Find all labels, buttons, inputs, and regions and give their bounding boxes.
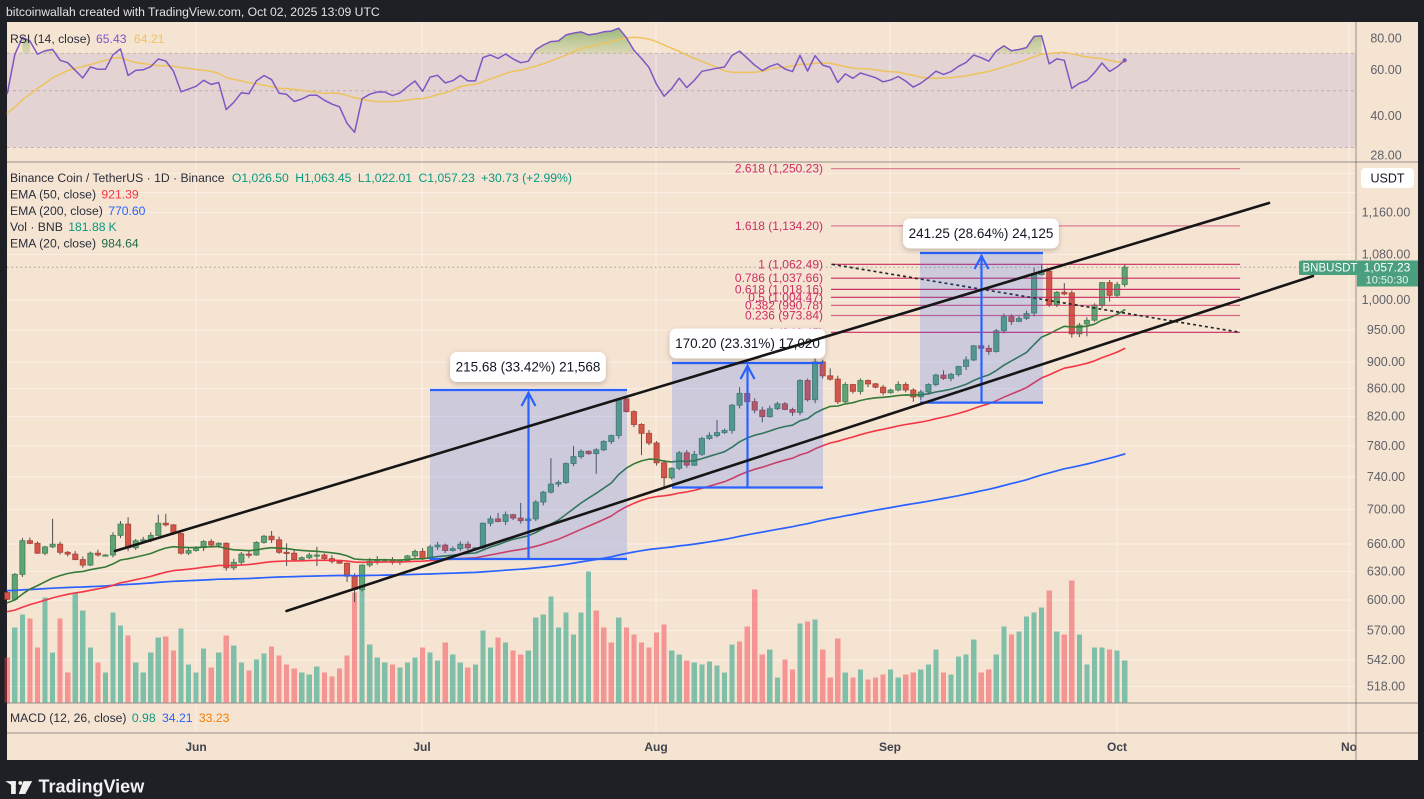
svg-text:820.00: 820.00 (1367, 410, 1405, 424)
svg-text:860.00: 860.00 (1367, 382, 1405, 396)
svg-text:660.00: 660.00 (1367, 537, 1405, 551)
svg-text:80.00: 80.00 (1370, 32, 1401, 46)
svg-text:BNBUSDT: BNBUSDT (1303, 263, 1358, 275)
svg-text:1 (1,062.49): 1 (1,062.49) (758, 257, 823, 271)
svg-text:241.25 (28.64%) 24,125: 241.25 (28.64%) 24,125 (909, 226, 1054, 241)
svg-text:EMA (50, close) 921.39: EMA (50, close) 921.39 (10, 188, 139, 202)
svg-text:1,080.00: 1,080.00 (1362, 248, 1411, 262)
svg-text:600.00: 600.00 (1367, 593, 1405, 607)
svg-text:1,160.00: 1,160.00 (1362, 206, 1411, 220)
svg-text:Oct: Oct (1107, 740, 1127, 754)
svg-text:Binance Coin / TetherUS · 1D ·: Binance Coin / TetherUS · 1D · Binance O… (10, 171, 572, 185)
svg-text:Jun: Jun (185, 740, 206, 754)
svg-text:1.618 (1,134.20): 1.618 (1,134.20) (735, 219, 823, 233)
svg-text:No: No (1341, 740, 1357, 754)
svg-text:2.618 (1,250.23): 2.618 (1,250.23) (735, 162, 823, 176)
svg-text:1,057.23: 1,057.23 (1364, 261, 1411, 275)
svg-text:EMA (20, close) 984.64: EMA (20, close) 984.64 (10, 237, 139, 251)
svg-text:EMA (200, close) 770.60: EMA (200, close) 770.60 (10, 204, 146, 218)
svg-text:TradingView: TradingView (39, 777, 146, 797)
svg-text:1,000.00: 1,000.00 (1362, 293, 1411, 307)
svg-text:0.786 (1,037.66): 0.786 (1,037.66) (735, 271, 823, 285)
svg-text:bitcoinwallah created with Tra: bitcoinwallah created with TradingView.c… (6, 5, 380, 19)
svg-text:10:50:30: 10:50:30 (1366, 275, 1409, 287)
svg-text:740.00: 740.00 (1367, 470, 1405, 484)
svg-text:28.00: 28.00 (1370, 148, 1401, 162)
svg-text:40.00: 40.00 (1370, 109, 1401, 123)
svg-text:0.382 (990.78): 0.382 (990.78) (745, 298, 823, 312)
svg-text:0.5 (1,004.47): 0.5 (1,004.47) (748, 290, 823, 304)
svg-text:900.00: 900.00 (1367, 355, 1405, 369)
svg-text:630.00: 630.00 (1367, 565, 1405, 579)
svg-text:215.68 (33.42%) 21,568: 215.68 (33.42%) 21,568 (456, 360, 601, 375)
svg-text:Vol · BNB 181.88K: Vol · BNB 181.88 K (10, 220, 117, 234)
svg-text:RSI (14, close) 65.43 64.21: RSI (14, close) 65.43 64.21 (10, 32, 165, 46)
svg-text:542.00: 542.00 (1367, 653, 1405, 667)
svg-text:USDT: USDT (1370, 172, 1404, 186)
svg-text:MACD (12, 26, close) 0.98 34.2: MACD (12, 26, close) 0.98 34.21 33.23 (10, 711, 230, 725)
svg-text:170.20 (23.31%) 17,020: 170.20 (23.31%) 17,020 (675, 336, 820, 351)
svg-text:0.236 (973.84): 0.236 (973.84) (745, 309, 823, 323)
svg-text:Jul: Jul (413, 740, 430, 754)
svg-text:Aug: Aug (644, 740, 667, 754)
svg-text:700.00: 700.00 (1367, 503, 1405, 517)
svg-text:518.00: 518.00 (1367, 680, 1405, 694)
svg-text:570.00: 570.00 (1367, 623, 1405, 637)
svg-text:Sep: Sep (879, 740, 901, 754)
svg-text:950.00: 950.00 (1367, 323, 1405, 337)
svg-text:60.00: 60.00 (1370, 63, 1401, 77)
svg-text:780.00: 780.00 (1367, 439, 1405, 453)
svg-text:0.618 (1,018.16): 0.618 (1,018.16) (735, 282, 823, 296)
